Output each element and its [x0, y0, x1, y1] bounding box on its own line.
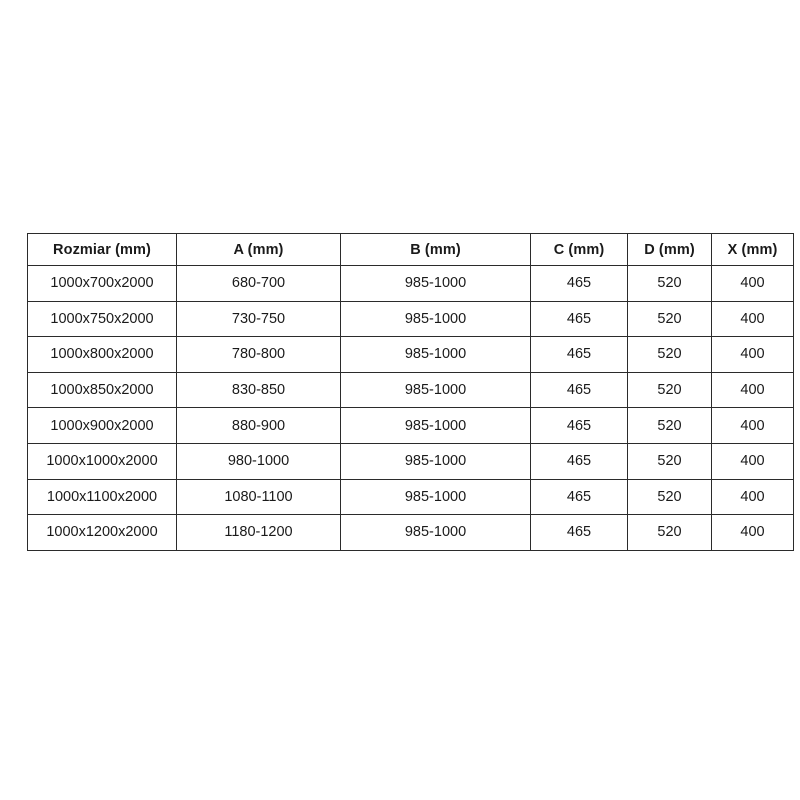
cell-x: 400	[711, 407, 794, 444]
column-header-b: B (mm)	[340, 233, 531, 266]
cell-c: 465	[530, 300, 628, 338]
cell-size: 1000x700x2000	[27, 265, 177, 302]
table-header: Rozmiar (mm) A (mm) B (mm) C (mm) D (mm)…	[27, 233, 794, 266]
cell-size: 1000x800x2000	[27, 336, 177, 373]
dimensions-table: Rozmiar (mm) A (mm) B (mm) C (mm) D (mm)…	[27, 233, 794, 551]
cell-x: 400	[711, 514, 794, 551]
cell-a: 780-800	[176, 336, 341, 373]
column-header-c: C (mm)	[530, 233, 628, 266]
table-body: 1000x700x2000 680-700 985-1000 465 520 4…	[27, 265, 794, 551]
cell-a: 830-850	[176, 371, 341, 409]
cell-a: 1080-1100	[176, 478, 341, 516]
cell-d: 520	[627, 300, 712, 338]
cell-d: 520	[627, 407, 712, 444]
column-header-x: X (mm)	[711, 233, 794, 266]
cell-c: 465	[530, 442, 628, 480]
table-row: 1000x900x2000 880-900 985-1000 465 520 4…	[27, 407, 794, 444]
cell-a: 980-1000	[176, 442, 341, 480]
cell-b: 985-1000	[340, 371, 531, 409]
cell-size: 1000x1100x2000	[27, 478, 177, 516]
cell-b: 985-1000	[340, 300, 531, 338]
cell-d: 520	[627, 336, 712, 373]
cell-x: 400	[711, 300, 794, 338]
cell-d: 520	[627, 514, 712, 551]
cell-c: 465	[530, 371, 628, 409]
table-row: 1000x800x2000 780-800 985-1000 465 520 4…	[27, 336, 794, 373]
cell-d: 520	[627, 265, 712, 302]
table-header-row: Rozmiar (mm) A (mm) B (mm) C (mm) D (mm)…	[27, 233, 794, 266]
cell-x: 400	[711, 265, 794, 302]
cell-x: 400	[711, 442, 794, 480]
cell-size: 1000x1000x2000	[27, 442, 177, 480]
table-row: 1000x750x2000 730-750 985-1000 465 520 4…	[27, 300, 794, 338]
cell-size: 1000x750x2000	[27, 300, 177, 338]
table-row: 1000x1000x2000 980-1000 985-1000 465 520…	[27, 442, 794, 480]
cell-size: 1000x850x2000	[27, 371, 177, 409]
table-row: 1000x700x2000 680-700 985-1000 465 520 4…	[27, 265, 794, 302]
cell-c: 465	[530, 407, 628, 444]
table-row: 1000x850x2000 830-850 985-1000 465 520 4…	[27, 371, 794, 409]
cell-c: 465	[530, 265, 628, 302]
column-header-size: Rozmiar (mm)	[27, 233, 177, 266]
cell-d: 520	[627, 478, 712, 516]
column-header-a: A (mm)	[176, 233, 341, 266]
table-row: 1000x1200x2000 1180-1200 985-1000 465 52…	[27, 514, 794, 551]
cell-a: 680-700	[176, 265, 341, 302]
cell-c: 465	[530, 336, 628, 373]
cell-c: 465	[530, 478, 628, 516]
cell-b: 985-1000	[340, 514, 531, 551]
cell-b: 985-1000	[340, 265, 531, 302]
cell-x: 400	[711, 478, 794, 516]
cell-b: 985-1000	[340, 336, 531, 373]
cell-c: 465	[530, 514, 628, 551]
cell-size: 1000x1200x2000	[27, 514, 177, 551]
cell-b: 985-1000	[340, 478, 531, 516]
cell-size: 1000x900x2000	[27, 407, 177, 444]
cell-b: 985-1000	[340, 442, 531, 480]
cell-a: 880-900	[176, 407, 341, 444]
cell-x: 400	[711, 336, 794, 373]
cell-d: 520	[627, 442, 712, 480]
cell-x: 400	[711, 371, 794, 409]
column-header-d: D (mm)	[627, 233, 712, 266]
table-row: 1000x1100x2000 1080-1100 985-1000 465 52…	[27, 478, 794, 516]
cell-b: 985-1000	[340, 407, 531, 444]
cell-d: 520	[627, 371, 712, 409]
cell-a: 1180-1200	[176, 514, 341, 551]
cell-a: 730-750	[176, 300, 341, 338]
